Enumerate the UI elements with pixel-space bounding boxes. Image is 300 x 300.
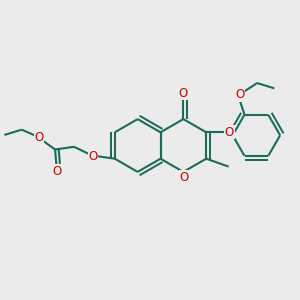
Text: O: O bbox=[88, 150, 98, 163]
Text: O: O bbox=[236, 88, 244, 101]
Text: O: O bbox=[34, 131, 44, 144]
Text: O: O bbox=[225, 126, 234, 139]
Text: O: O bbox=[179, 171, 189, 184]
Text: O: O bbox=[52, 165, 61, 178]
Text: O: O bbox=[179, 87, 188, 100]
